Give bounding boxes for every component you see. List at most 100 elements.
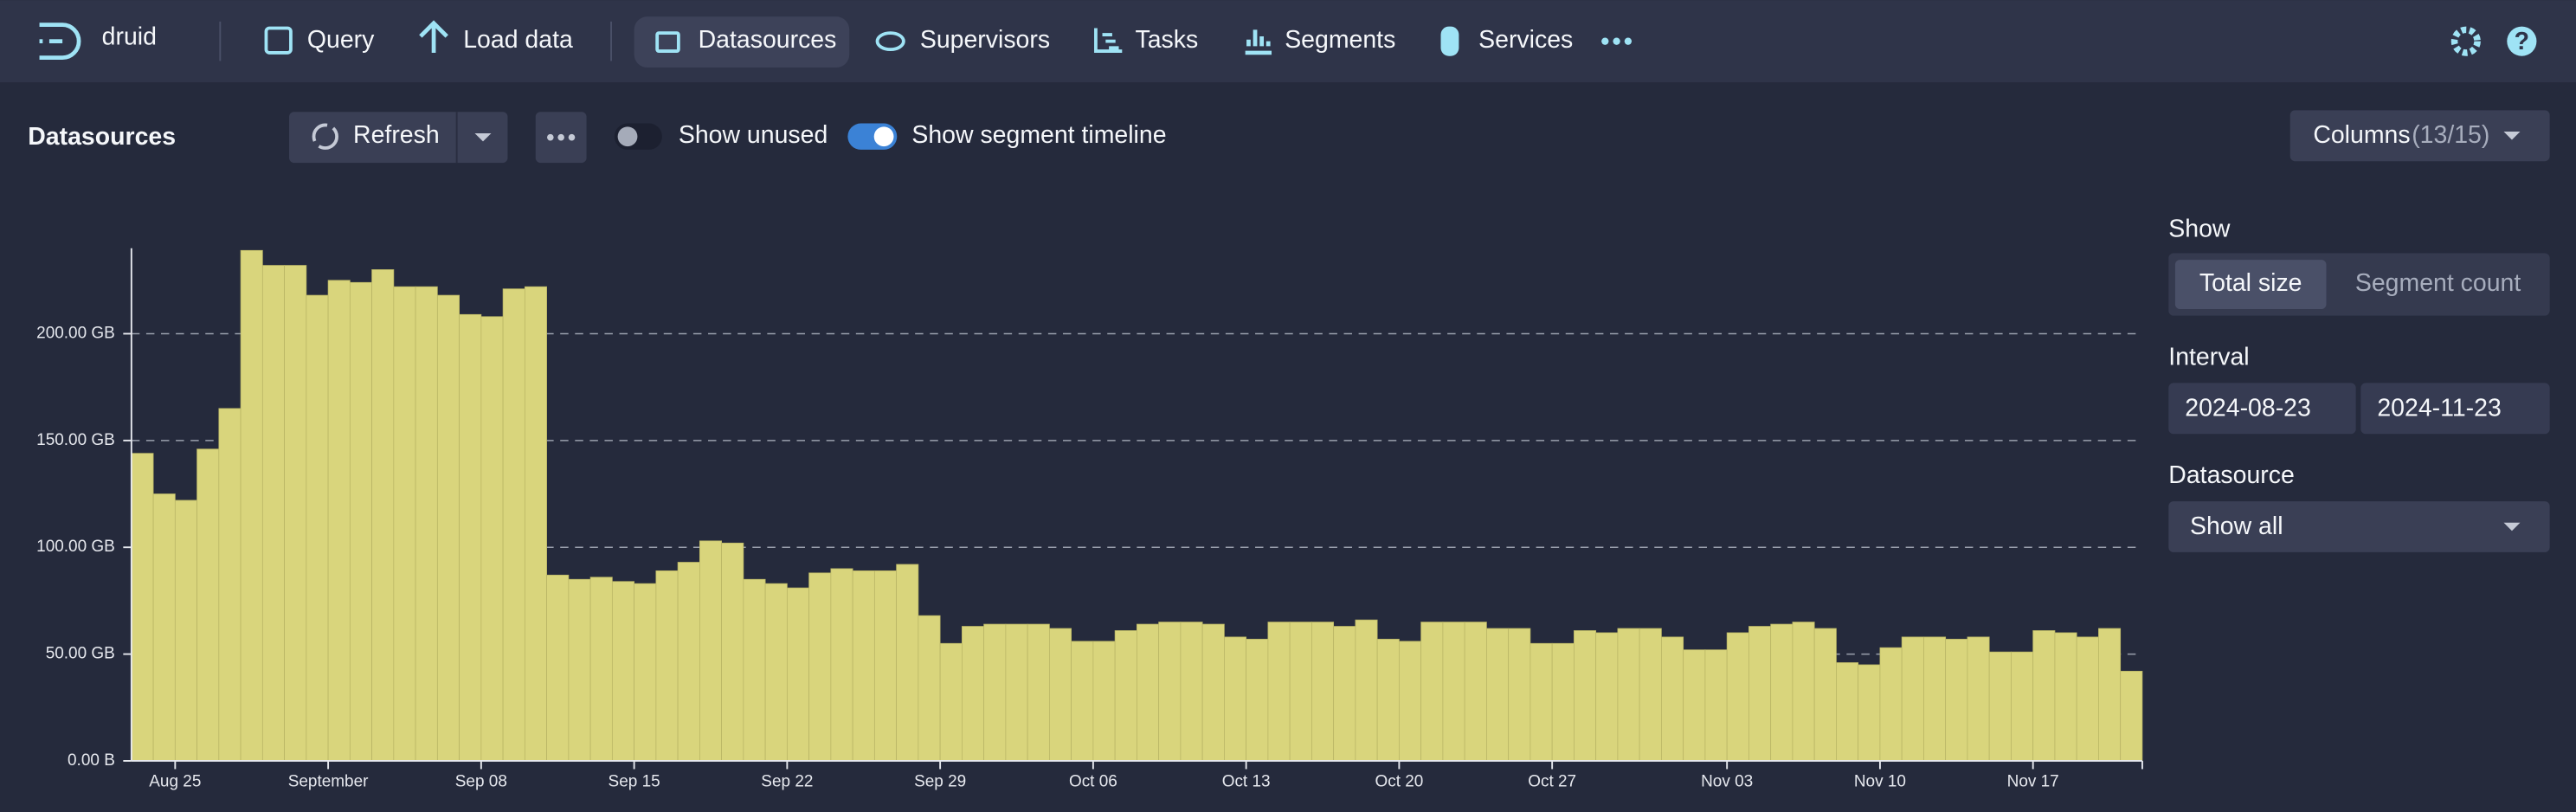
bar <box>1049 628 1072 762</box>
refresh-button[interactable] <box>289 112 508 164</box>
more-menu[interactable] <box>1601 37 1633 45</box>
nav-item[interactable]: Services <box>1478 26 1573 54</box>
bar <box>480 316 504 762</box>
bar <box>1376 638 1400 762</box>
refresh-label[interactable]: Refresh <box>353 121 440 149</box>
bar <box>1201 623 1225 762</box>
bar <box>1704 649 1728 762</box>
x-tick-label: Sep 29 <box>914 773 966 791</box>
bar <box>1813 628 1837 762</box>
bar <box>1464 622 1487 762</box>
brand-name[interactable]: druid <box>102 23 157 50</box>
nav-item[interactable]: Tasks <box>1135 26 1198 54</box>
columns-button[interactable] <box>2289 110 2550 162</box>
x-tick-label: Aug 25 <box>149 773 201 791</box>
bar <box>1005 623 1028 762</box>
bar <box>1289 622 1312 762</box>
x-tick-label: Oct 06 <box>1069 773 1117 791</box>
refresh-icon <box>312 123 338 150</box>
select-value[interactable]: Show all <box>2190 512 2283 540</box>
panel-label: Datasource <box>2168 461 2295 489</box>
bar <box>1137 623 1160 762</box>
x-tick-label: Nov 17 <box>2007 773 2059 791</box>
help-icon[interactable] <box>2507 26 2537 56</box>
date-input[interactable] <box>2360 383 2550 435</box>
y-tick-label: 50.00 GB <box>46 645 115 663</box>
datasource-select[interactable] <box>2168 501 2550 552</box>
bar <box>1770 623 1794 762</box>
bar <box>1683 649 1706 762</box>
nav-active-pill <box>634 16 850 68</box>
caret <box>2503 132 2521 140</box>
toggle-label[interactable]: Show unused <box>679 121 828 149</box>
bar <box>1858 664 1881 762</box>
bar <box>896 564 919 762</box>
bar <box>1574 630 1597 762</box>
bar <box>699 540 722 762</box>
eye-icon <box>875 31 905 52</box>
bar <box>939 642 963 762</box>
bar <box>830 568 853 762</box>
bar <box>393 286 416 762</box>
bar <box>1442 622 1465 762</box>
nav-item[interactable]: Datasources <box>699 26 837 54</box>
bar <box>1399 641 1422 762</box>
bar <box>415 286 438 762</box>
bar <box>502 288 525 762</box>
date-value[interactable]: 2024-11-23 <box>2377 394 2501 422</box>
nav-item[interactable]: Query <box>307 26 375 54</box>
bar <box>873 570 898 762</box>
bar <box>611 581 634 762</box>
datasources-icon <box>655 31 680 53</box>
bar <box>1551 642 1575 762</box>
segment-timeline: 0.00 B 50.00 GB 100.00 GB 150.00 GB 200.00 G… <box>36 248 2143 791</box>
bar <box>1945 638 1968 762</box>
bar <box>261 265 285 762</box>
nav-item[interactable]: Supervisors <box>920 26 1050 54</box>
nav-item[interactable]: Segments <box>1285 26 1395 54</box>
bar <box>2120 670 2143 762</box>
bar <box>786 587 810 762</box>
bar <box>174 499 197 762</box>
columns-count: (13/15) <box>2412 121 2489 149</box>
bar <box>568 578 591 762</box>
segment-option[interactable]: Total size <box>2199 269 2302 297</box>
y-tick-label: 100.00 GB <box>36 538 115 556</box>
bar <box>961 626 985 762</box>
toggle-knob <box>873 126 894 147</box>
toggle-knob <box>617 126 638 147</box>
bar <box>1092 641 1116 762</box>
date-input[interactable] <box>2168 383 2356 435</box>
bar <box>1967 636 1990 762</box>
bar <box>983 623 1007 762</box>
date-value[interactable]: 2024-08-23 <box>2185 394 2311 422</box>
settings-icon[interactable] <box>2450 26 2481 56</box>
x-tick-label: Sep 22 <box>761 773 813 791</box>
bar <box>1595 632 1619 762</box>
x-tick-label: Sep 15 <box>609 773 660 791</box>
segment-active[interactable] <box>2174 260 2327 310</box>
bar <box>196 448 220 762</box>
nav-item[interactable]: Load data <box>463 26 573 54</box>
brand-logo[interactable] <box>39 23 81 61</box>
toggle-label[interactable]: Show segment timeline <box>911 121 1166 149</box>
x-tick-label: Sep 08 <box>455 773 507 791</box>
caret[interactable] <box>474 132 492 142</box>
bar <box>1027 623 1050 762</box>
bar <box>1988 651 2012 762</box>
bar <box>589 577 613 762</box>
bar <box>240 249 263 762</box>
bar <box>1923 636 1947 762</box>
segment-option[interactable]: Segment count <box>2355 269 2521 297</box>
page-title: Datasources <box>28 123 176 151</box>
bar <box>1246 638 1269 762</box>
bar <box>2032 630 2056 762</box>
bar <box>743 578 766 762</box>
bar <box>1726 632 1749 762</box>
bar <box>721 542 744 762</box>
y-tick-label: 0.00 B <box>68 751 115 770</box>
y-tick-label: 150.00 GB <box>36 431 115 449</box>
bar <box>655 570 679 762</box>
columns-label[interactable]: Columns <box>2313 121 2410 149</box>
bar <box>1311 622 1335 762</box>
